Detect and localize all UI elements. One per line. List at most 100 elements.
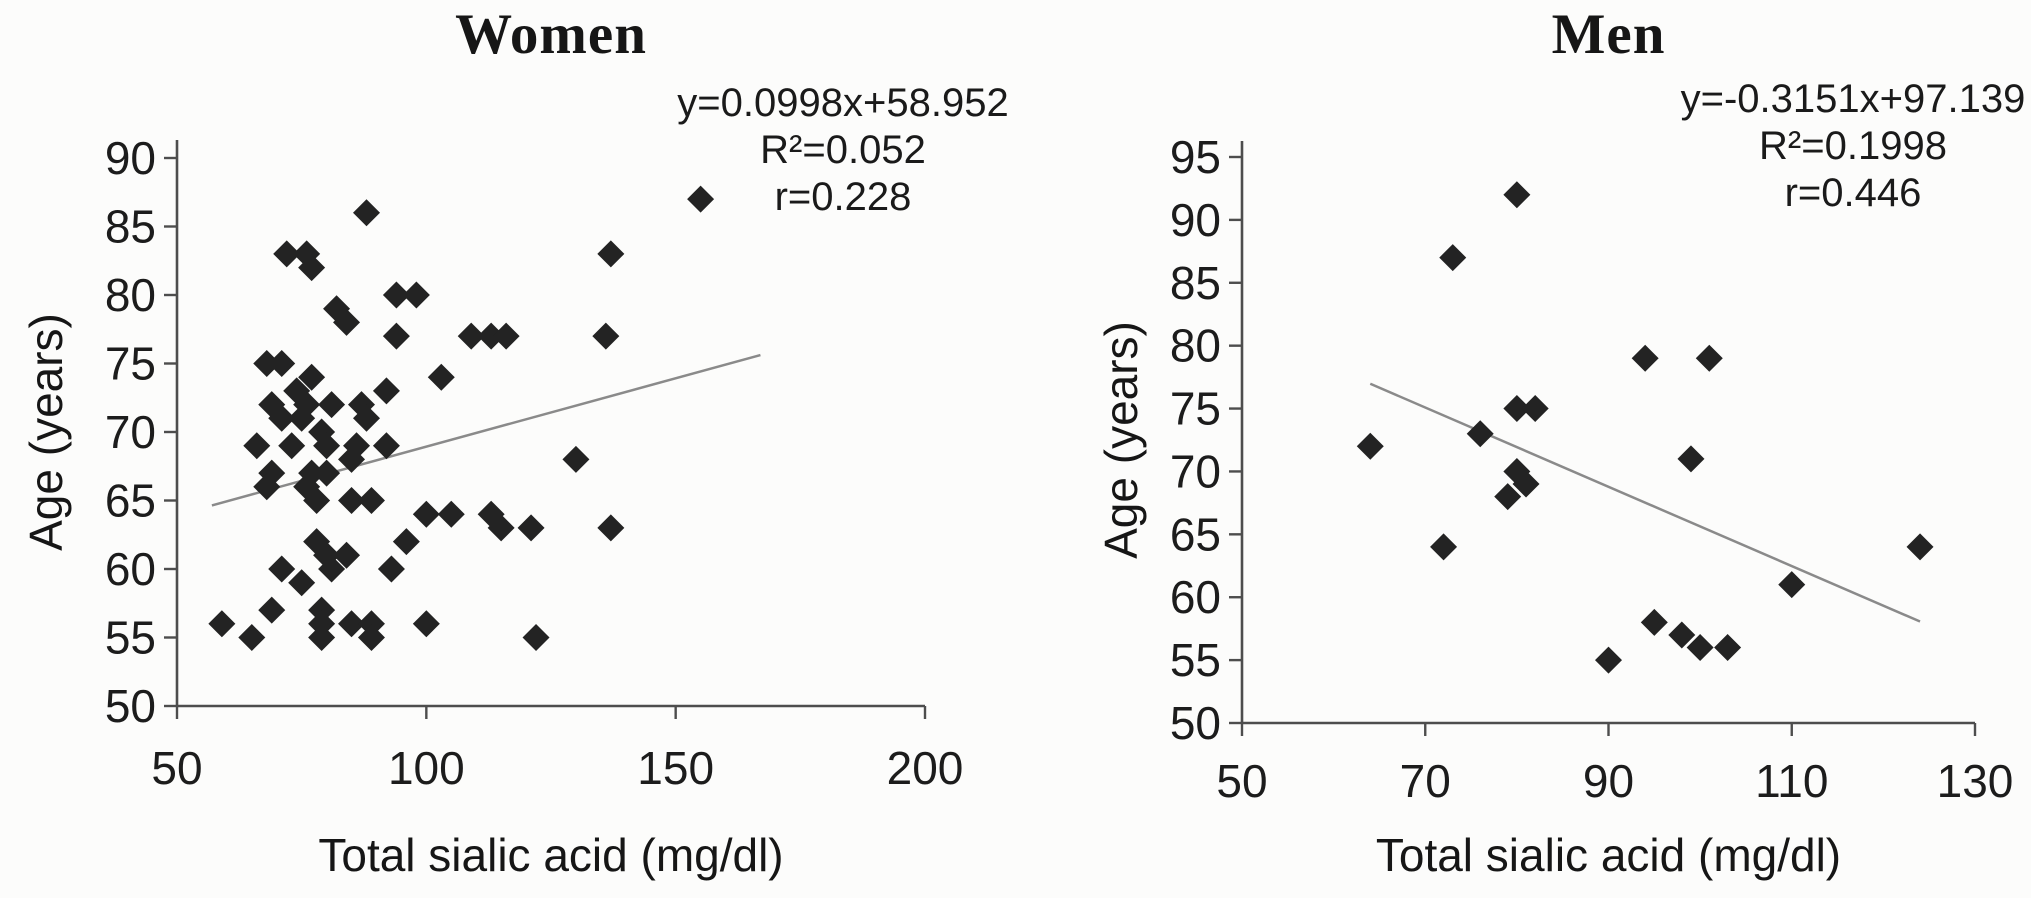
x-tick-label: 100 [388,742,465,794]
data-point-diamond [477,322,505,350]
y-tick-label: 90 [1170,194,1221,246]
x-tick-label: 110 [1755,755,1828,807]
data-point-diamond [208,610,236,638]
r-value: r=0.446 [1784,170,1922,215]
y-axis-title-women: Age (years) [20,313,72,551]
data-point-diamond [457,322,485,350]
data-point-diamond [268,404,296,432]
data-point-diamond [313,459,341,487]
data-point-diamond [427,363,455,391]
regression-equation: y=0.0998x+58.952 [677,81,1009,125]
y-tick-label: 80 [1170,320,1221,372]
data-point-diamond [1503,181,1531,209]
data-point-diamond [308,596,336,624]
y-tick-label: 50 [105,680,156,732]
data-point-diamond [318,555,346,583]
data-point-diamond [338,487,366,514]
data-point-diamond [268,555,296,583]
data-point-diamond [333,308,361,336]
data-point-diamond [238,624,266,651]
regression-equation: y=-0.3151x+97.139 [1680,77,2026,121]
data-point-diamond [522,624,550,651]
data-point-diamond [243,432,271,460]
data-point-diamond [392,528,420,556]
data-point-diamond [437,500,465,528]
y-tick-label: 65 [1170,508,1221,560]
data-point-diamond [1494,483,1522,511]
y-tick-label: 70 [105,406,156,458]
r-squared-value: R²=0.052 [760,127,926,172]
x-tick-label: 50 [151,742,202,794]
data-point-diamond [412,610,440,638]
trend-line [1369,382,1921,623]
x-axis-title-men: Total sialic acid (mg/dl) [1375,829,1842,881]
data-point-diamond [278,432,306,460]
data-point-diamond [592,322,620,350]
regression-annotation-men: y=-0.3151x+97.139 R²=0.1998 r=0.446 [1603,76,2031,216]
y-tick-label: 75 [105,338,156,390]
data-point-diamond [1439,244,1467,272]
data-point-diamond [288,569,316,597]
data-point-diamond [1640,608,1668,636]
data-point-diamond [1521,395,1549,423]
trend-line [211,353,761,507]
women-scatter-plot: 50 55 60 65 70 75 80 85 90 50 100 150 200 [105,132,964,794]
data-point-diamond [253,473,281,501]
r-squared-value: R²=0.1998 [1759,123,1947,168]
data-point-diamond [1686,634,1714,662]
data-point-diamond [1503,395,1531,423]
y-tick-label: 70 [1170,445,1221,497]
y-tick-label: 90 [105,132,156,184]
data-point-diamond [372,432,400,460]
data-point-diamond [1778,571,1806,599]
data-point-diamond [352,199,380,227]
data-point-diamond [1677,445,1705,473]
data-point-diamond [492,322,520,350]
y-tick-label: 60 [1170,571,1221,623]
data-point-diamond [1512,470,1540,498]
men-scatter-plot: 50 55 60 65 70 75 80 85 90 95 50 70 90 110 130 [1170,131,2014,807]
data-point-diamond [298,254,326,282]
data-point-diamond [273,240,301,268]
data-point-diamond [1714,634,1742,662]
data-point-diamond [1906,533,1934,561]
data-point-diamond [1595,646,1622,674]
y-axis-title-men: Age (years) [1095,321,1147,559]
data-point-diamond [382,281,410,309]
data-point-diamond [333,541,361,569]
data-point-diamond [338,610,366,638]
data-point-diamond [303,487,331,514]
y-tick-label: 50 [1170,697,1221,749]
y-tick-label: 65 [105,475,156,527]
data-point-diamond [487,514,515,542]
data-point-diamond [402,281,430,309]
data-point-diamond [562,445,590,473]
y-tick-label: 95 [1170,131,1221,183]
data-point-diamond [357,624,385,651]
data-point-diamond [1695,344,1723,372]
y-tick-label: 55 [1170,634,1221,686]
data-point-diamond [288,404,316,432]
data-point-diamond [298,363,326,391]
chart-panel-men: 50 55 60 65 70 75 80 85 90 95 50 70 90 110 130 Men y=-… [1015,0,2031,898]
data-point-diamond [318,391,346,419]
x-tick-label: 70 [1400,755,1451,807]
data-point-diamond [1631,344,1659,372]
y-tick-label: 55 [105,612,156,664]
data-point-diamond [382,322,410,350]
data-point-diamond [313,432,341,460]
y-tick-label: 60 [105,543,156,595]
data-point-diamond [372,377,400,405]
data-point-diamond [1466,420,1494,448]
x-axis-title-women: Total sialic acid (mg/dl) [318,829,784,881]
data-point-diamond [1668,621,1696,649]
data-point-diamond [687,185,715,213]
data-point-diamond [258,596,286,624]
x-tick-label: 50 [1216,755,1267,807]
chart-title-men: Men [1551,3,1666,66]
data-point-diamond [597,240,625,268]
r-value: r=0.228 [774,174,912,219]
data-point-diamond [357,487,385,514]
data-point-diamond [308,610,336,638]
x-tick-label: 90 [1583,755,1634,807]
